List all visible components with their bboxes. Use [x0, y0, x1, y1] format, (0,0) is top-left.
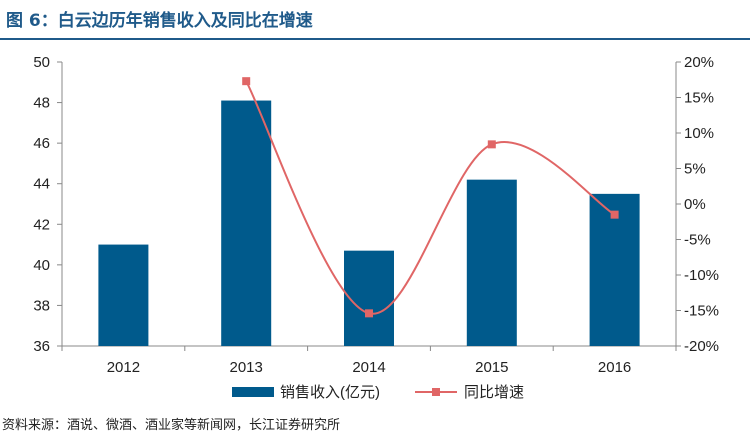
y-right-tick-label: -5% [684, 232, 711, 249]
y-right-tick-label: 10% [684, 125, 714, 142]
y-right-tick-label: -15% [684, 303, 719, 320]
x-tick-label: 2015 [475, 359, 508, 376]
y-left-tick-label: 40 [33, 257, 50, 274]
x-axis-labels: 2012 2013 2014 2015 2016 [107, 359, 632, 376]
bar [466, 179, 517, 346]
bar [589, 193, 640, 346]
y-left-tick-label: 48 [33, 95, 50, 112]
y-right-tick-label: -10% [684, 267, 719, 284]
legend-line-marker [432, 388, 440, 396]
legend: 销售收入(亿元) 同比增速 [232, 384, 524, 401]
line-series [242, 77, 619, 318]
y-left-tick-label: 42 [33, 216, 50, 233]
y-left-tick-label: 44 [33, 176, 50, 193]
bar [98, 244, 149, 346]
y-right-tick-label: 20% [684, 54, 714, 71]
title-divider [0, 38, 750, 40]
line-point [487, 140, 496, 149]
chart-title: 图 6：白云边历年销售收入及同比在增速 [6, 11, 313, 31]
line-point [242, 77, 251, 86]
bar-line-chart: 36 38 40 42 44 46 48 50 -20% -15% -10% -5% 0% 5% 10% 15… [33, 54, 719, 401]
y-left-tick-label: 38 [33, 297, 50, 314]
x-tick-label: 2016 [598, 359, 631, 376]
y-left-tick-label: 36 [33, 338, 50, 355]
y-left-tick-label: 50 [33, 54, 50, 71]
legend-bar-swatch [232, 387, 274, 397]
legend-line-label: 同比增速 [464, 384, 524, 401]
growth-line [245, 80, 616, 315]
chart-axes: 36 38 40 42 44 46 48 50 -20% -15% -10% -5% 0% 5% 10% 15… [33, 54, 719, 355]
bar [221, 100, 272, 346]
x-tick-label: 2012 [107, 359, 140, 376]
y-left-tick-label: 46 [33, 135, 50, 152]
legend-bar-label: 销售收入(亿元) [280, 384, 380, 401]
y-right-tick-label: 15% [684, 90, 714, 107]
line-point [365, 309, 373, 318]
source-note: 资料来源：酒说、微酒、酒业家等新闻网，长江证券研究所 [2, 418, 341, 433]
bar [344, 250, 394, 346]
x-tick-label: 2014 [352, 359, 385, 376]
y-right-tick-label: 5% [684, 161, 706, 178]
y-right-tick-label: -20% [684, 338, 719, 355]
x-tick-label: 2013 [230, 359, 263, 376]
y-right-tick-label: 0% [684, 196, 706, 213]
line-point [610, 210, 619, 219]
bar-series [98, 100, 640, 346]
